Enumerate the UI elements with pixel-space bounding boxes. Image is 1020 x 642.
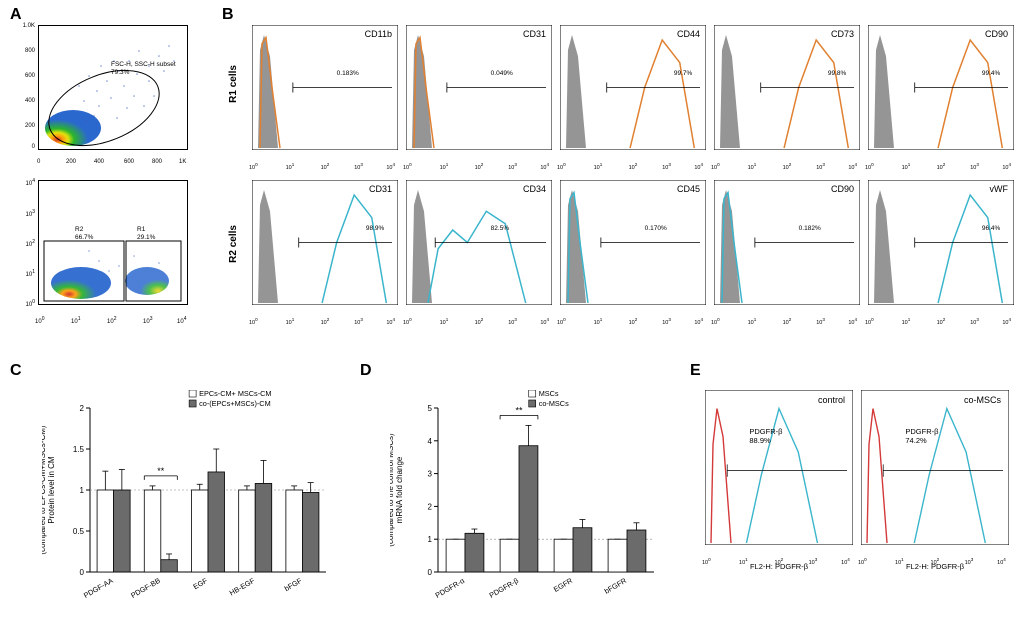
svg-text:bFGF: bFGF	[283, 576, 304, 593]
histogram-marker-label: CD44	[677, 29, 700, 39]
histogram-marker-label: CD90	[831, 184, 854, 194]
histogram-CD90: CD90 99.4% 100 101 102 103 104	[868, 25, 1014, 150]
svg-text:EPCs-CM+ MSCs-CM: EPCs-CM+ MSCs-CM	[199, 390, 271, 398]
tick: 600	[124, 159, 134, 165]
panel-label-d: D	[360, 362, 372, 380]
histogram-marker-label: CD73	[831, 29, 854, 39]
histogram-pct: 98.9%	[366, 225, 384, 232]
panel-e-label: PDGFR-β88.9%	[749, 427, 782, 445]
panel-e-title: co-MSCs	[964, 395, 1001, 405]
histogram-pct: 82.5%	[491, 225, 509, 232]
svg-text:3: 3	[428, 470, 433, 479]
svg-text:mRNA fold change: mRNA fold change	[395, 456, 404, 523]
tick: 400	[94, 159, 104, 165]
svg-text:4: 4	[428, 437, 433, 446]
svg-text:**: **	[157, 466, 165, 476]
histogram-CD44: CD44 99.7% 100 101 102 103 104	[560, 25, 706, 150]
svg-text:EGFR: EGFR	[552, 576, 574, 594]
histogram-marker-label: CD45	[677, 184, 700, 194]
panel-label-a: A	[10, 6, 22, 24]
svg-text:MSCs: MSCs	[539, 390, 559, 398]
histogram-pct: 0.049%	[491, 70, 513, 77]
svg-text:0: 0	[80, 568, 85, 577]
histogram-marker-label: CD34	[523, 184, 546, 194]
row-label-r1: R1 cells	[228, 65, 239, 103]
svg-text:PDGFR-β: PDGFR-β	[488, 576, 520, 600]
histogram-pct: 0.170%	[645, 225, 667, 232]
histogram-pct: 99.7%	[674, 70, 692, 77]
svg-text:co-(EPCs+MSCs)-CM: co-(EPCs+MSCs)-CM	[199, 399, 271, 408]
histogram-CD45: CD45 0.170% 100 101 102 103 104	[560, 180, 706, 305]
tick: 1.0K	[23, 23, 35, 29]
histogram-marker-label: vWF	[990, 184, 1009, 194]
histogram-CD90: CD90 0.182% 100 101 102 103 104	[714, 180, 860, 305]
svg-text:2: 2	[428, 502, 433, 511]
panel-label-c: C	[10, 362, 22, 380]
tick: 0	[37, 159, 40, 165]
tick: 800	[152, 159, 162, 165]
tick: 0	[32, 144, 35, 150]
panel-e-title: control	[818, 395, 845, 405]
tick: 200	[66, 159, 76, 165]
histogram-marker-label: CD31	[369, 184, 392, 194]
svg-text:(compared to the control MSCs): (compared to the control MSCs)	[390, 433, 395, 547]
histogram-vWF: vWF 96.4% 100 101 102 103 104	[868, 180, 1014, 305]
histogram-pct: 96.4%	[982, 225, 1000, 232]
svg-text:(compared to EPCs-CM+MSCs-CM): (compared to EPCs-CM+MSCs-CM)	[42, 425, 47, 554]
svg-text:PDGF-BB: PDGF-BB	[129, 576, 162, 600]
svg-text:PDGFR-α: PDGFR-α	[434, 576, 467, 600]
scatter-a1-gate-label: FSC-H, SSC-H subset79.3%	[111, 61, 176, 77]
svg-text:5: 5	[428, 404, 433, 413]
histogram-pct: 0.183%	[337, 70, 359, 77]
panel-label-e: E	[690, 362, 701, 380]
histogram-marker-label: CD11b	[365, 29, 392, 39]
svg-text:HB-EGF: HB-EGF	[228, 576, 257, 598]
histogram-marker-label: CD90	[985, 29, 1008, 39]
svg-text:EGF: EGF	[192, 576, 210, 592]
svg-text:Protein level in CM: Protein level in CM	[47, 456, 56, 523]
chart-d: 0 1 2 3 4 5 mRNA fold change(compared to the c…	[390, 390, 660, 620]
svg-text:1.5: 1.5	[73, 445, 85, 454]
scatter-a2-r1-label: R129.1%	[137, 226, 155, 242]
chart-c: 0 0.5 1 1.5 2 Protein level in CM(compared to…	[42, 390, 332, 620]
svg-text:bFGFR: bFGFR	[603, 576, 628, 596]
histogram-pct: 99.4%	[982, 70, 1000, 77]
panel-e-xlabel: FL2-H: PDGFR-β	[705, 562, 853, 571]
histogram-pct: 99.8%	[828, 70, 846, 77]
panel-e-xlabel: FL2-H: PDGFR-β	[861, 562, 1009, 571]
scatter-a2: R266.7% R129.1% 104 103 102 101 100 100 …	[38, 180, 188, 305]
svg-text:1: 1	[428, 535, 433, 544]
tick: 600	[25, 73, 35, 79]
scatter-a2-r2-label: R266.7%	[75, 226, 93, 242]
svg-text:PDGF-AA: PDGF-AA	[82, 576, 115, 600]
histogram-pct: 0.182%	[799, 225, 821, 232]
chart-e: control PDGFR-β88.9% 100 101 102 103 104…	[705, 390, 1010, 590]
tick: 400	[25, 98, 35, 104]
histogram-CD31: CD31 98.9% 100 101 102 103 104	[252, 180, 398, 305]
panel-e-label: PDGFR-β74.2%	[905, 427, 938, 445]
svg-text:**: **	[515, 405, 523, 415]
histogram-CD34: CD34 82.5% 100 101 102 103 104	[406, 180, 552, 305]
histogram-CD11b: CD11b 0.183% 100 101 102 103 104	[252, 25, 398, 150]
tick: 1K	[179, 159, 186, 165]
svg-text:0: 0	[428, 568, 433, 577]
histogram-CD73: CD73 99.8% 100 101 102 103 104	[714, 25, 860, 150]
tick: 200	[25, 123, 35, 129]
histogram-marker-label: CD31	[523, 29, 546, 39]
tick: 800	[25, 48, 35, 54]
panel-label-b: B	[222, 6, 234, 24]
svg-text:0.5: 0.5	[73, 527, 85, 536]
histogram-CD31: CD31 0.049% 100 101 102 103 104	[406, 25, 552, 150]
svg-text:2: 2	[80, 404, 85, 413]
scatter-a1: FSC-H, SSC-H subset79.3% 1.0K 800 600 40…	[38, 25, 188, 150]
row-label-r2: R2 cells	[228, 225, 239, 263]
svg-text:co-MSCs: co-MSCs	[539, 399, 569, 408]
svg-text:1: 1	[80, 486, 85, 495]
